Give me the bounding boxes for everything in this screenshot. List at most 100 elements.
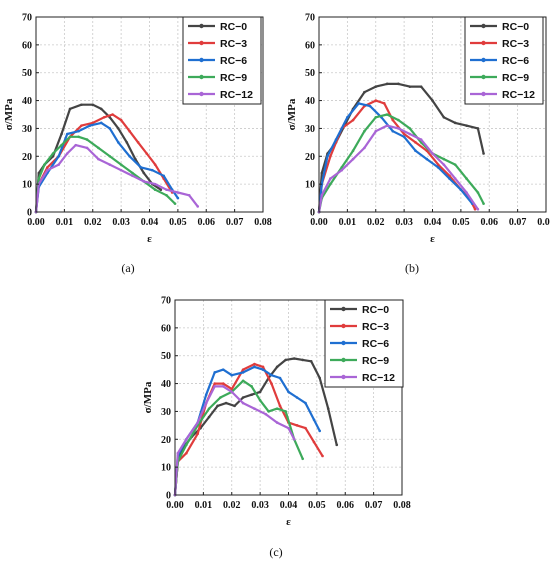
data-point <box>397 127 400 130</box>
series-line-RC−3 <box>173 363 324 496</box>
legend-marker <box>341 340 346 346</box>
data-point <box>136 141 140 144</box>
legend-marker <box>341 306 346 312</box>
data-point <box>131 171 134 175</box>
data-point <box>419 138 423 141</box>
legend: RC−0 RC−3 RC−6 RC−9 RC−12 <box>182 16 262 105</box>
legend-marker <box>481 23 486 29</box>
data-point <box>213 371 217 374</box>
data-point <box>476 207 480 211</box>
data-point <box>482 152 485 155</box>
data-point <box>91 103 95 107</box>
x-tick-label: 0.05 <box>308 500 326 511</box>
data-point <box>442 115 446 119</box>
data-point <box>270 373 273 377</box>
data-point <box>385 124 389 127</box>
data-point <box>326 154 329 158</box>
data-point <box>224 401 228 405</box>
y-tick-label: 20 <box>161 435 171 446</box>
data-point <box>301 358 304 362</box>
data-point <box>142 180 146 183</box>
data-point <box>334 138 338 141</box>
data-point <box>77 135 80 139</box>
data-point <box>476 127 480 130</box>
data-point <box>108 154 112 158</box>
data-point <box>453 163 457 166</box>
data-point <box>465 191 468 194</box>
data-point <box>448 177 451 180</box>
data-point <box>340 168 344 172</box>
data-point <box>442 157 446 161</box>
legend-label: RC−3 <box>502 38 529 50</box>
data-point <box>287 426 290 430</box>
x-tick-label: 0.05 <box>169 217 187 228</box>
x-tick-label: 0.06 <box>337 500 355 511</box>
data-point <box>351 118 355 122</box>
data-point <box>295 424 299 427</box>
data-point <box>185 437 188 441</box>
data-point <box>185 451 188 455</box>
x-axis-label: ε <box>430 233 435 245</box>
x-tick-label: 0.06 <box>481 217 499 228</box>
x-tick-label: 0.03 <box>112 217 130 228</box>
x-tick-label: 0.00 <box>166 500 184 511</box>
data-point <box>77 129 80 133</box>
data-point <box>116 127 120 130</box>
data-point <box>442 163 446 166</box>
legend-label: RC−12 <box>502 89 535 101</box>
x-tick-label: 0.08 <box>393 500 411 511</box>
data-point <box>329 177 332 180</box>
data-point <box>391 129 395 133</box>
data-point <box>363 146 366 150</box>
data-point <box>57 154 60 158</box>
legend-label: RC−9 <box>362 355 389 367</box>
data-point <box>287 390 290 394</box>
data-point <box>60 132 63 136</box>
panel-caption: (a) <box>121 261 134 275</box>
data-point <box>46 166 49 169</box>
data-point <box>207 415 211 419</box>
data-point <box>318 376 322 380</box>
data-point <box>312 440 316 444</box>
data-point <box>374 115 378 119</box>
data-point <box>329 154 332 158</box>
legend: RC−0 RC−3 RC−6 RC−9 RC−12 <box>324 299 404 388</box>
x-tick-label: 0.02 <box>223 500 241 511</box>
data-point <box>128 129 131 133</box>
data-point <box>142 171 146 175</box>
legend-marker <box>199 74 204 80</box>
legend-marker <box>199 23 204 29</box>
data-point <box>173 202 177 205</box>
y-tick-label: 40 <box>161 379 171 390</box>
data-point <box>221 385 225 388</box>
data-point <box>436 166 440 169</box>
data-point <box>329 182 332 186</box>
data-point <box>88 124 92 127</box>
data-point <box>385 82 389 86</box>
legend-marker <box>481 57 486 63</box>
y-tick-label: 30 <box>22 124 32 135</box>
data-point <box>453 121 457 125</box>
data-point <box>267 410 270 413</box>
legend: RC−0 RC−3 RC−6 RC−9 RC−12 <box>464 16 544 105</box>
data-point <box>145 152 148 155</box>
data-point <box>176 451 180 455</box>
data-point <box>241 379 245 383</box>
data-point <box>304 426 307 430</box>
data-point <box>221 382 225 385</box>
data-point <box>357 102 361 105</box>
data-point <box>241 396 245 399</box>
x-tick-label: 0.03 <box>395 217 413 228</box>
data-point <box>108 163 112 166</box>
data-point <box>111 113 114 116</box>
legend-label: RC−12 <box>220 89 253 101</box>
data-point <box>119 168 123 172</box>
x-axis-label: ε <box>147 233 152 245</box>
y-tick-label: 20 <box>22 152 32 163</box>
data-point <box>241 371 245 374</box>
data-point <box>320 193 324 197</box>
y-tick-label: 0 <box>166 491 171 502</box>
data-point <box>204 393 208 397</box>
data-point <box>473 207 477 211</box>
